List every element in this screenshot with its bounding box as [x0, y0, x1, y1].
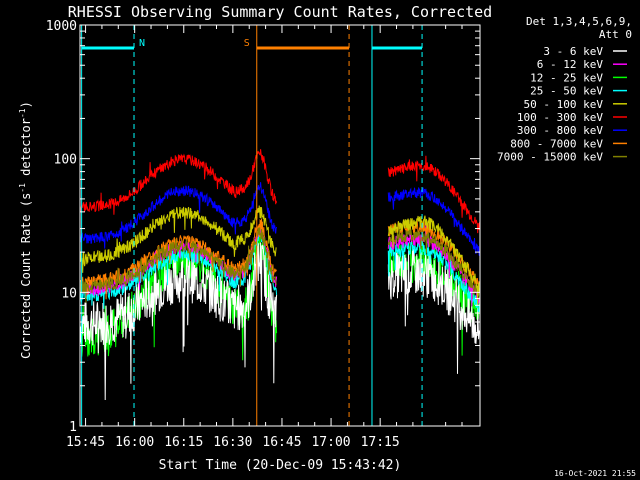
legend-label-1: 6 - 12 keV — [537, 58, 604, 71]
series-line-0 — [79, 241, 480, 401]
legend-label-6: 300 - 800 keV — [517, 124, 603, 137]
legend-label-4: 50 - 100 keV — [524, 98, 604, 111]
x-axis-label: Start Time (20-Dec-09 15:43:42) — [159, 458, 402, 473]
mode-bar-label-0: N — [139, 38, 145, 49]
legend-label-3: 25 - 50 keV — [530, 85, 603, 98]
plot-lines — [79, 149, 480, 401]
axes: 15:45 16:00 16:15 16:30 16:45 17:00 17:15 1 10 10… — [46, 19, 480, 450]
legend-label-8: 7000 - 15000 keV — [497, 151, 603, 164]
x-tick-label-5: 17:00 — [311, 435, 350, 450]
x-tick-label-0: 15:45 — [66, 435, 105, 450]
chart-title: RHESSI Observing Summary Count Rates, Co… — [68, 3, 492, 21]
legend-label-5: 100 - 300 keV — [517, 111, 603, 124]
y-tick-label-1: 10 — [61, 286, 77, 301]
x-tick-label-4: 16:45 — [262, 435, 301, 450]
legend-title-line-2: Att 0 — [599, 28, 632, 41]
y-tick-label-0: 1 — [69, 420, 77, 435]
y-tick-label-2: 100 — [54, 153, 77, 168]
series-line-6 — [79, 182, 480, 256]
series-line-5 — [79, 149, 480, 234]
x-tick-label-2: 16:15 — [164, 435, 203, 450]
series-line-8 — [79, 224, 480, 303]
x-tick-label-1: 16:00 — [115, 435, 154, 450]
legend-label-0: 3 - 6 keV — [543, 45, 603, 58]
x-tick-label-6: 17:15 — [361, 435, 400, 450]
legend-label-2: 12 - 25 keV — [530, 71, 603, 84]
legend-title-line-1: Det 1,3,4,5,6,9, — [526, 15, 632, 28]
legend-label-7: 800 - 7000 keV — [510, 137, 603, 150]
plot-frame — [79, 24, 481, 427]
series-line-4 — [79, 205, 480, 305]
footer-timestamp: 16-Oct-2021 21:55 — [554, 469, 636, 478]
x-tick-label-3: 16:30 — [213, 435, 252, 450]
mode-bar-label-1: S — [244, 38, 250, 49]
y-axis-label: Corrected Count Rate (s-1 detector-1) — [18, 101, 33, 359]
y-tick-label-3: 1000 — [46, 19, 77, 34]
